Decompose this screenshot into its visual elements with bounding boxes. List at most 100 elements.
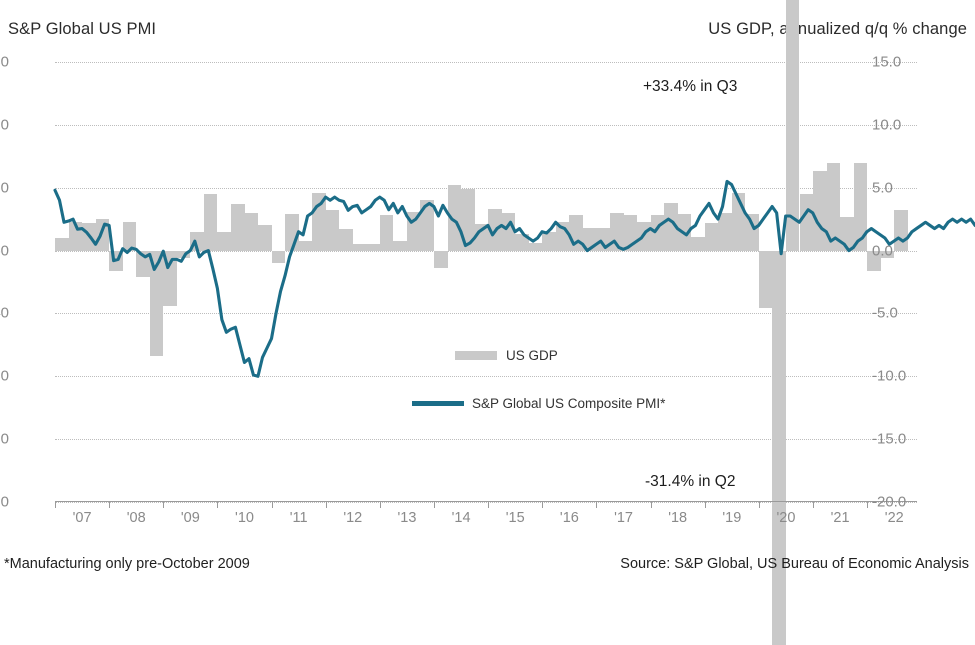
x-axis-tick — [163, 502, 165, 508]
pmi-polyline — [53, 179, 975, 378]
annotation-q3-peak: +33.4% in Q3 — [643, 78, 738, 95]
right-axis-tick-label: 15.0 — [872, 53, 902, 71]
gdp-bar — [339, 229, 353, 251]
x-axis-tick-label: '08 — [126, 510, 146, 526]
gdp-bar — [758, 250, 773, 309]
legend-item-us-gdp: US GDP — [455, 348, 558, 363]
x-axis-tick-label: '07 — [72, 510, 92, 526]
x-axis-tick-label: '20 — [776, 510, 796, 526]
gdp-bar — [352, 244, 367, 251]
gdp-bar — [799, 194, 814, 251]
gridline — [55, 376, 917, 378]
x-axis-tick-label: '22 — [884, 510, 904, 526]
gdp-bar — [853, 162, 868, 251]
x-axis-tick — [379, 502, 381, 508]
legend-swatch-line — [412, 401, 464, 406]
gdp-bar — [785, 0, 800, 251]
gridline — [55, 62, 917, 64]
left-axis-tick-label: 50 — [0, 242, 9, 260]
gdp-bar — [379, 215, 394, 251]
gdp-bar — [244, 212, 259, 251]
right-axis-tick-label: 5.0 — [872, 179, 893, 197]
left-axis-title: S&P Global US PMI — [8, 20, 157, 38]
gdp-bar — [217, 231, 231, 251]
left-axis-tick-label: 70 — [0, 116, 9, 134]
gdp-bar — [867, 250, 881, 271]
gdp-bar — [515, 234, 529, 251]
gdp-bar — [176, 250, 191, 259]
gdp-bar — [55, 238, 69, 251]
pmi-line — [53, 179, 975, 378]
x-axis-tick-label: '12 — [343, 510, 363, 526]
gdp-bar — [542, 231, 556, 251]
gridline — [55, 124, 917, 127]
gdp-bar — [298, 240, 313, 251]
x-axis-tick-label: '09 — [180, 510, 200, 526]
x-axis-tick — [271, 502, 273, 508]
x-axis-tick — [650, 502, 652, 508]
legend-swatch-bar — [455, 351, 497, 360]
x-axis-tick — [542, 502, 544, 508]
gdp-bar — [447, 185, 462, 251]
gdp-bar — [325, 210, 340, 251]
x-axis-line — [55, 501, 917, 502]
gridline — [55, 502, 917, 504]
gdp-bar — [745, 214, 759, 251]
legend-label-composite-pmi: S&P Global US Composite PMI* — [472, 396, 666, 411]
x-axis-tick-label: '10 — [235, 510, 254, 526]
x-axis-tick-label: '11 — [289, 510, 308, 526]
x-axis-tick — [758, 502, 760, 508]
left-axis-tick-label: 20 — [0, 430, 9, 448]
right-axis-tick-label: 0.0 — [872, 242, 893, 260]
gdp-bar — [704, 222, 719, 251]
gdp-bar — [271, 250, 286, 264]
gdp-bar — [528, 243, 543, 251]
gdp-bar — [420, 200, 434, 251]
x-axis-tick-label: '21 — [830, 510, 850, 526]
x-axis-tick — [867, 502, 869, 508]
left-axis-tick-label: 10 — [0, 493, 9, 511]
gdp-bar — [95, 219, 110, 251]
right-axis-title: US GDP, annualized q/q % change — [708, 20, 967, 38]
gdp-bar — [230, 204, 245, 251]
x-axis-tick — [325, 502, 327, 508]
gdp-bar — [149, 250, 164, 357]
gridline — [55, 250, 917, 253]
x-axis-tick-label: '14 — [451, 510, 471, 526]
x-axis-tick — [55, 502, 56, 508]
x-axis-tick — [434, 502, 436, 508]
x-axis-tick — [596, 502, 598, 508]
footnote-manufacturing: *Manufacturing only pre-October 2009 — [4, 556, 250, 572]
gdp-bar — [122, 221, 137, 251]
legend-label-us-gdp: US GDP — [506, 348, 558, 363]
right-axis-tick-label: 10.0 — [872, 116, 902, 134]
gdp-bar — [366, 244, 380, 251]
x-axis-tick — [488, 502, 490, 508]
x-axis-tick-label: '16 — [559, 510, 579, 526]
left-axis-tick-label: 30 — [0, 367, 9, 385]
x-axis-tick-label: '15 — [505, 510, 525, 526]
left-axis-tick-label: 60 — [0, 179, 9, 197]
x-axis-tick — [704, 502, 706, 508]
right-axis-tick-label: -20.0 — [872, 493, 907, 511]
source-note: Source: S&P Global, US Bureau of Economi… — [620, 556, 969, 572]
x-axis-tick — [217, 502, 219, 508]
right-axis-tick-label: -5.0 — [872, 304, 898, 322]
gdp-bar — [664, 202, 678, 251]
x-axis-tick — [813, 502, 815, 508]
gridline — [55, 187, 917, 190]
gdp-bar — [203, 194, 218, 251]
gdp-bar — [461, 188, 475, 251]
left-axis-tick-label: 40 — [0, 304, 9, 322]
annotation-q2-trough: -31.4% in Q2 — [645, 473, 736, 490]
x-axis-tick-label: '19 — [722, 510, 742, 526]
gdp-bar — [880, 250, 895, 259]
gridline — [55, 439, 917, 441]
x-axis-tick — [109, 502, 111, 508]
gdp-bar — [691, 236, 705, 251]
legend-item-composite-pmi: S&P Global US Composite PMI* — [412, 396, 665, 411]
x-axis-tick-label: '13 — [397, 510, 417, 526]
gdp-bar — [434, 250, 448, 269]
gdp-bar — [393, 240, 407, 251]
